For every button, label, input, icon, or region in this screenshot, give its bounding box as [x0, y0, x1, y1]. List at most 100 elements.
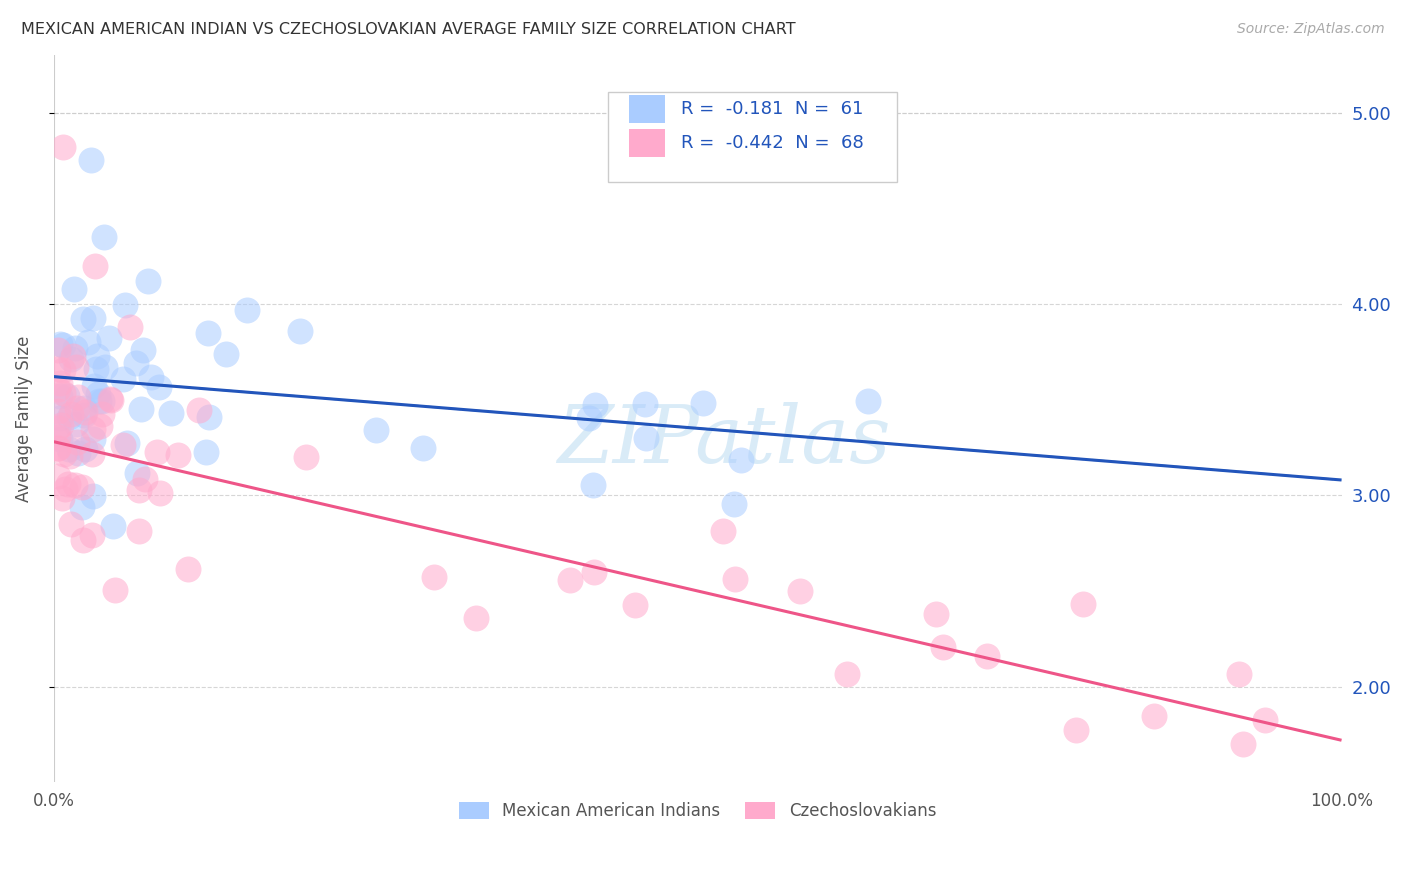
Point [82, 432, 104, 446]
Point [295, 450, 318, 464]
Point [63, 478, 86, 492]
Point [1227, 667, 1250, 681]
Point [52, 140, 75, 154]
Point [65, 417, 87, 432]
Point [46, 441, 69, 455]
Point [52, 386, 75, 401]
Point [114, 298, 136, 312]
Point [97, 331, 120, 345]
Point [53, 482, 76, 496]
Point [129, 401, 152, 416]
Point [136, 275, 159, 289]
Point [72, 312, 94, 326]
Point [49, 336, 72, 351]
Point [63, 282, 86, 296]
Point [837, 666, 859, 681]
Point [86, 349, 108, 363]
Point [1143, 708, 1166, 723]
Point [111, 438, 134, 452]
Point [87, 394, 110, 409]
Point [1071, 597, 1094, 611]
Point [93, 230, 115, 244]
Point [724, 572, 747, 586]
Point [692, 396, 714, 410]
Point [49, 376, 72, 390]
Point [70, 479, 93, 493]
Point [723, 498, 745, 512]
Point [124, 356, 146, 370]
Point [72, 533, 94, 548]
Point [115, 436, 138, 450]
Point [160, 406, 183, 420]
Point [197, 409, 219, 424]
Point [100, 393, 122, 408]
Point [67, 390, 90, 404]
Point [132, 343, 155, 357]
Point [49, 411, 72, 425]
Point [52, 363, 75, 377]
Point [46, 404, 69, 418]
Point [1254, 713, 1277, 727]
Point [197, 326, 219, 341]
Point [46, 421, 69, 435]
Point [104, 583, 127, 598]
Point [82, 310, 104, 325]
Legend: Mexican American Indians, Czechoslovakians: Mexican American Indians, Czechoslovakia… [453, 795, 943, 826]
Point [1064, 723, 1087, 738]
Point [73, 442, 96, 456]
Point [72, 408, 94, 422]
Point [82, 527, 104, 541]
Point [148, 380, 170, 394]
Point [412, 441, 434, 455]
Point [87, 387, 110, 401]
Point [46, 361, 69, 376]
Bar [630, 129, 665, 157]
Point [63, 341, 86, 355]
Point [582, 478, 605, 492]
Point [128, 483, 150, 497]
Point [634, 431, 657, 445]
Point [932, 640, 955, 654]
Point [177, 561, 200, 575]
Point [215, 347, 238, 361]
Point [583, 565, 606, 579]
Point [46, 343, 69, 358]
Point [55, 389, 77, 403]
Point [82, 489, 104, 503]
Point [59, 449, 82, 463]
Point [118, 319, 141, 334]
Point [134, 472, 156, 486]
Point [89, 418, 111, 433]
Point [422, 570, 444, 584]
Point [58, 442, 80, 456]
Point [188, 403, 211, 417]
Point [65, 360, 87, 375]
Text: MEXICAN AMERICAN INDIAN VS CZECHOSLOVAKIAN AVERAGE FAMILY SIZE CORRELATION CHART: MEXICAN AMERICAN INDIAN VS CZECHOSLOVAKI… [21, 22, 796, 37]
Point [59, 516, 82, 531]
Point [46, 383, 69, 397]
Point [976, 648, 998, 663]
Text: Source: ZipAtlas.com: Source: ZipAtlas.com [1237, 22, 1385, 37]
Point [84, 362, 107, 376]
Point [366, 423, 388, 437]
Point [236, 303, 259, 318]
Point [73, 401, 96, 416]
Point [558, 573, 581, 587]
Point [82, 422, 104, 436]
Point [67, 446, 90, 460]
Point [288, 324, 311, 338]
Point [634, 397, 657, 411]
Point [70, 500, 93, 515]
Point [51, 491, 73, 505]
Point [149, 486, 172, 500]
Point [624, 598, 647, 612]
Point [125, 466, 148, 480]
Point [56, 477, 79, 491]
Point [52, 338, 75, 352]
Point [195, 445, 218, 459]
Point [711, 524, 734, 538]
Text: ZIPatlas: ZIPatlas [557, 401, 890, 479]
FancyBboxPatch shape [607, 92, 897, 182]
Point [90, 393, 112, 408]
Point [51, 418, 73, 433]
